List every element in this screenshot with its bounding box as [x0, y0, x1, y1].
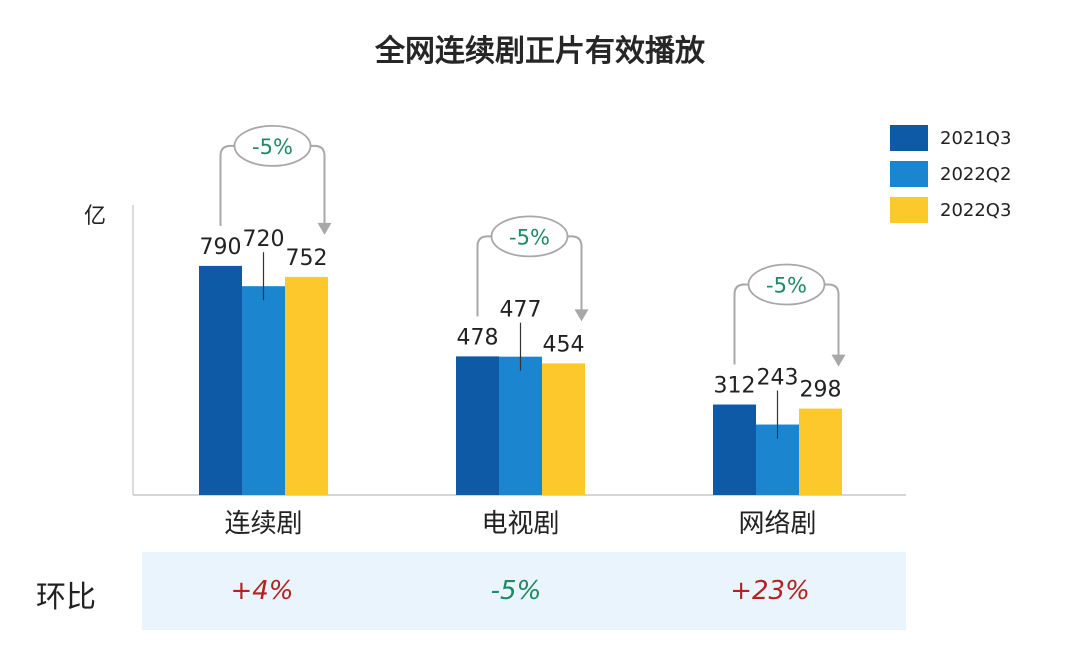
- bar: [285, 276, 328, 495]
- callout-bubble: [233, 124, 312, 167]
- mom-value: +23%: [730, 576, 810, 606]
- bar: [499, 356, 542, 495]
- callout-bubble: [747, 263, 826, 306]
- data-label: 477: [500, 298, 542, 323]
- callout-arrowhead: [317, 222, 332, 235]
- mom-value: +4%: [230, 576, 294, 606]
- legend: 2021Q3 2022Q2 2022Q3: [890, 120, 1011, 228]
- legend-item: 2022Q2: [890, 156, 1011, 192]
- data-label: 243: [757, 366, 799, 391]
- legend-item: 2021Q3: [890, 120, 1011, 156]
- callout-arrowhead: [831, 354, 846, 367]
- legend-swatch: [890, 197, 928, 223]
- bar: [199, 265, 242, 495]
- mom-label: 环比: [36, 580, 96, 615]
- data-label: 752: [286, 246, 328, 271]
- bar: [799, 408, 842, 495]
- category-label: 网络剧: [738, 509, 816, 539]
- bar: [713, 404, 756, 495]
- legend-label: 2022Q2: [940, 163, 1012, 185]
- data-label: 454: [543, 332, 585, 357]
- callout-label: -5%: [509, 225, 550, 249]
- data-label: 478: [457, 325, 499, 350]
- mom-value: -5%: [490, 576, 542, 606]
- legend-item: 2022Q3: [890, 192, 1011, 228]
- callout-label: -5%: [766, 274, 807, 298]
- category-label: 连续剧: [224, 509, 302, 539]
- legend-swatch: [890, 161, 928, 187]
- bar: [456, 356, 499, 495]
- chart-title: 全网连续剧正片有效播放: [375, 34, 705, 69]
- callout-arrowhead: [574, 309, 589, 322]
- y-axis-unit: 亿: [84, 204, 107, 229]
- data-label: 720: [243, 227, 285, 252]
- bar: [242, 286, 285, 495]
- category-label: 电视剧: [481, 509, 559, 539]
- callout-bubble: [490, 215, 569, 258]
- legend-swatch: [890, 125, 928, 151]
- mom-band: [142, 552, 906, 630]
- bar: [542, 363, 585, 495]
- legend-label: 2022Q3: [940, 199, 1012, 221]
- legend-label: 2021Q3: [940, 127, 1012, 149]
- callout-label: -5%: [252, 135, 293, 159]
- data-label: 790: [200, 235, 242, 260]
- data-label: 298: [800, 378, 842, 403]
- data-label: 312: [714, 374, 756, 399]
